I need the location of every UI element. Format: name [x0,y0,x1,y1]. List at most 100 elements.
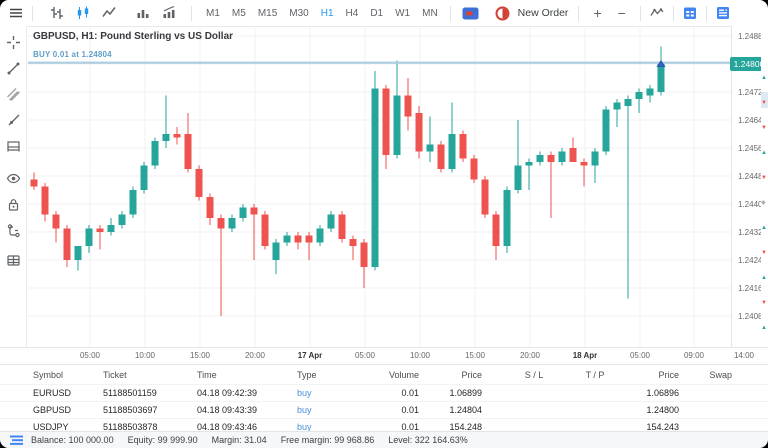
timeframe-D1[interactable]: D1 [370,7,384,19]
toolbar-separator [672,5,674,21]
status-balance: Balance: 100 000.00 [31,435,114,445]
market-watch-selected-row-edge [761,92,768,108]
indicators-wave-icon[interactable] [647,2,667,24]
time-axis-label: 14:00 [733,351,755,360]
status-level: Level: 322 164.63% [388,435,468,445]
cell: 1.24804 [449,405,482,415]
time-axis-label: 18 Apr [572,351,598,360]
drawing-tools-rail [0,26,27,363]
one-click-trading-icon[interactable] [461,2,481,24]
price-axis-label: 1.24720 [738,87,767,97]
price-tick-up-icon: ▲ [761,75,767,81]
timeframe-MN[interactable]: MN [422,7,438,19]
toolbar-separator [705,5,707,21]
zoom-in-icon[interactable]: + [593,5,602,21]
timeframe-M5[interactable]: M5 [231,7,246,19]
toolbar-separator [639,5,641,21]
chart-plot-area[interactable] [28,26,731,347]
toolbar-separator [191,5,192,21]
timeframe-H4[interactable]: H4 [345,7,359,19]
time-axis[interactable]: 05:00 10:00 15:00 20:00 17 Apr 05:00 10:00 15:0… [0,347,768,365]
cell: 1.24800 [646,405,679,415]
price-tick-down-icon: ▼ [761,175,767,181]
cell: 1.06896 [646,388,679,398]
grid-icon[interactable] [3,250,23,270]
cell: 04.18 09:43:46 [197,422,258,432]
channel-icon[interactable] [3,84,23,104]
cell: GBPUSD [33,405,72,415]
price-axis-label: 1.24560 [738,143,767,153]
timeframe-M30[interactable]: M30 [289,7,309,19]
crosshair-icon[interactable] [3,32,23,52]
price-axis-label: 1.24080 [738,311,767,321]
position-row-USDJPY[interactable]: USDJPY 51188503878 04.18 09:43:46 buy 0.01 15… [0,418,768,436]
price-tick-down-icon: ▼ [761,125,767,131]
line-chart-icon[interactable] [99,2,119,24]
position-row-GBPUSD[interactable]: GBPUSD 51188503697 04.18 09:43:39 buy 0.01 1.… [0,401,768,419]
cell: EURUSD [33,388,72,398]
new-order-icon[interactable] [493,2,513,24]
price-tick-down-icon: ▼ [761,300,767,306]
indicator-histogram-icon[interactable] [133,2,153,24]
timeframe-W1[interactable]: W1 [395,7,411,19]
price-tick-neutral-icon: ◆ [761,200,766,206]
column-header: Price [658,370,679,380]
new-order-label[interactable]: New Order [517,7,569,19]
status-items: Balance: 100 000.00 Equity: 99 999.90 Marg… [31,435,482,445]
journal-icon[interactable] [713,2,733,24]
eye-icon[interactable] [3,168,23,188]
time-axis-label: 10:00 [134,351,156,360]
indicator-growth-icon[interactable] [159,2,179,24]
cell: 1.06899 [449,388,482,398]
market-watch-edge: ▲ ▼ ▼ ▲ ▼ ◆ ▲ ▼ ▲ ▼ ▲ [761,26,768,347]
chart-title: GBPUSD, H1: Pound Sterling vs US Dollar [33,31,234,42]
price-axis-label: 1.24400 [738,199,767,209]
trade-list-icon[interactable] [10,435,23,446]
timeframe-group: M1 M5 M15 M30 H1 H4 D1 W1 MN [200,2,444,24]
cell: 51188503697 [103,405,158,415]
time-axis-label: 05:00 [629,351,651,360]
lock-icon[interactable] [3,194,23,214]
price-axis-label: 1.24160 [738,283,767,293]
price-axis-label: 1.24880 [738,31,767,41]
cell: 04.18 09:43:39 [197,405,258,415]
price-tick-down-icon: ▼ [761,250,767,256]
shapes-icon[interactable] [3,136,23,156]
timeframe-M15[interactable]: M15 [257,7,278,19]
ray-icon[interactable] [3,110,23,130]
cell: 0.01 [401,405,419,415]
cell: 04.18 09:42:39 [197,388,258,398]
toolbar-separator [32,5,33,21]
cell: 154.248 [449,422,482,432]
time-axis-label: 15:00 [189,351,211,360]
column-header: S / L [524,370,544,380]
status-free-margin: Free margin: 99 968.86 [280,435,375,445]
zoom-out-icon[interactable]: − [617,5,626,21]
cell: USDJPY [33,422,69,432]
trendline-icon[interactable] [3,58,23,78]
candlestick-chart-icon[interactable] [73,2,93,24]
column-header: Ticket [103,370,127,380]
cell: 154.243 [646,422,679,432]
bar-chart-icon[interactable] [47,2,67,24]
open-position-label: BUY 0.01 at 1.24804 [33,50,112,59]
menu-icon[interactable] [6,2,26,24]
position-row-EURUSD[interactable]: EURUSD 51188501159 04.18 09:42:39 buy 0.01 1.… [0,384,768,402]
cell: buy [297,422,312,432]
toolbar-separator [449,5,451,21]
column-header: Price [461,370,482,380]
price-axis-label: 1.24480 [738,171,767,181]
column-header: Volume [388,370,419,380]
column-header: Swap [709,370,732,380]
timeframe-M1[interactable]: M1 [206,7,220,19]
positions-table: Symbol Ticket Time Type Volume Price S / L T / … [0,364,768,433]
price-axis-label: 1.24240 [738,255,767,265]
objects-tree-icon[interactable] [3,220,23,240]
positions-header-row: Symbol Ticket Time Type Volume Price S / L T / … [0,367,768,384]
column-header: Symbol [33,370,64,380]
status-equity: Equity: 99 999.90 [127,435,198,445]
calendar-icon[interactable] [680,2,700,24]
timeframe-H1[interactable]: H1 [320,7,334,19]
price-tick-up-icon: ▲ [761,150,767,156]
